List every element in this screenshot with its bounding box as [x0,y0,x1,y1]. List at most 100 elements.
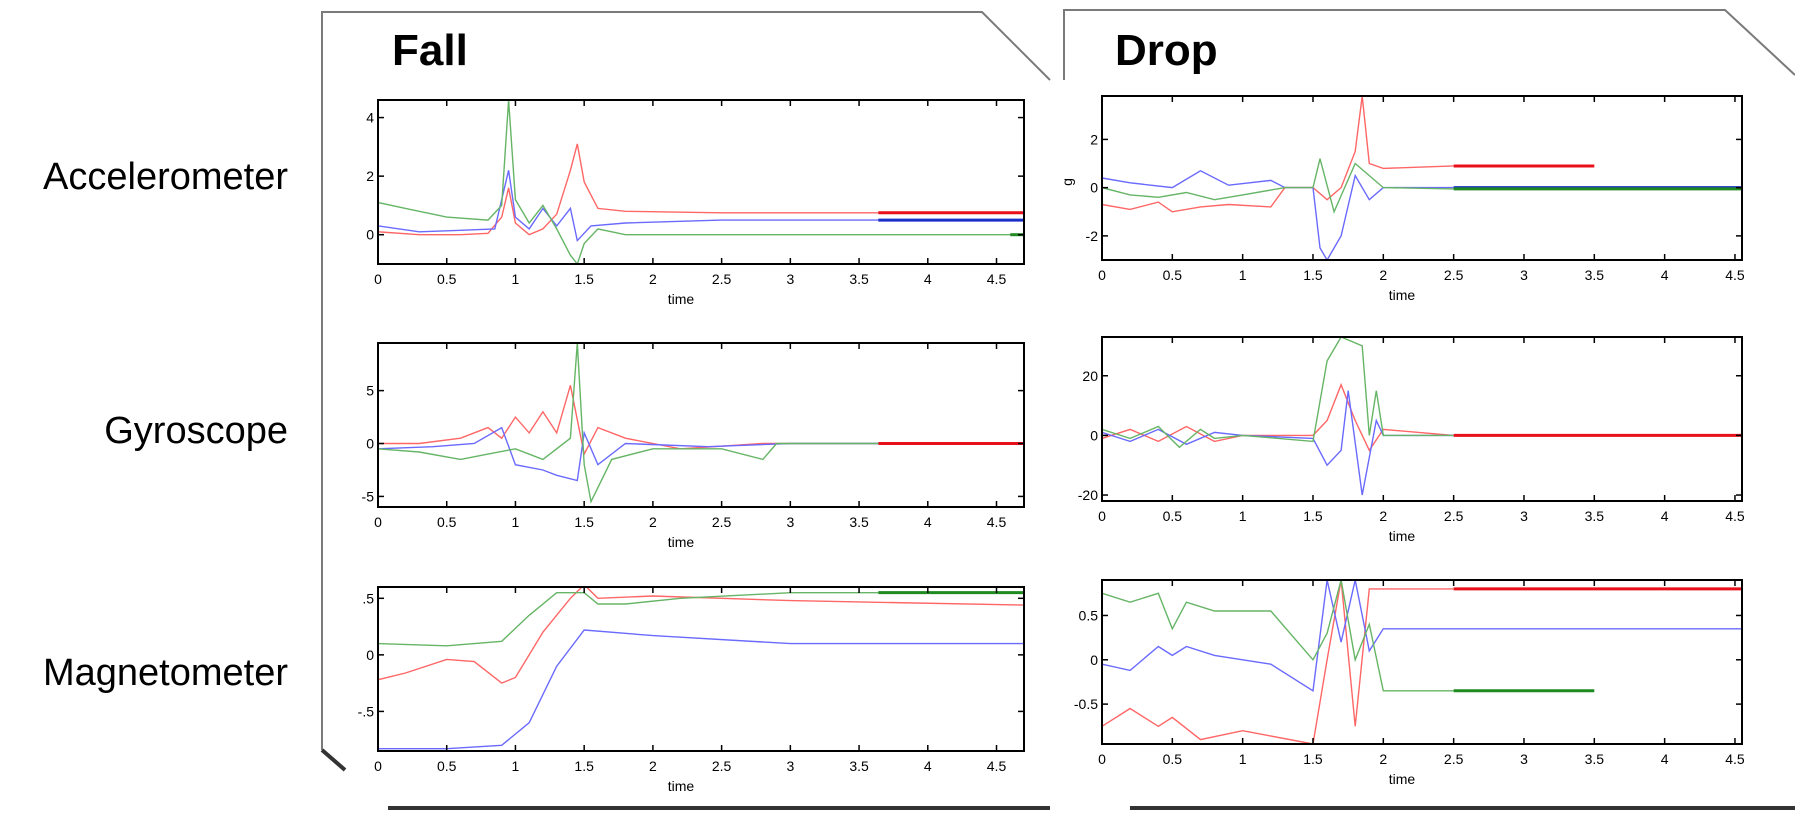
fall-panel-title: Fall [392,26,468,75]
drop-gyroscope-z-axis-line [1102,337,1454,449]
drop-magnetometer-x-tick-label: 0 [1098,751,1106,767]
fall-gyroscope-plot-area [378,343,1024,504]
drop-magnetometer-x-tick-label: 4.5 [1725,751,1745,767]
drop-accelerometer-x-tick-label: 1 [1239,267,1247,283]
fall-magnetometer-x-tick-label: 1.5 [574,758,594,774]
drop-magnetometer-axes-box [1101,579,1743,745]
drop-magnetometer-x-tick-label: 2.5 [1444,751,1464,767]
drop-accelerometer-x-tick-label: 2 [1379,267,1387,283]
drop-magnetometer-x-tick-label: 1.5 [1303,751,1323,767]
fall-gyroscope-y-axis-line [378,426,879,482]
fall-magnetometer-y-axis-line [378,629,1024,750]
drop-accelerometer-x-axis-line [1102,96,1454,213]
fall-magnetometer-y-tick-label: 0 [366,647,374,663]
fall-accelerometer-chart: 0 0.5 1 1.5 2 2.5 3 3.5 4 4.5 0 2 4 time [366,99,1025,307]
fall-gyroscope-x-axis-label: time [668,534,695,550]
drop-magnetometer-x-tick-label: 0.5 [1163,751,1183,767]
fall-gyroscope-chart: 0 0.5 1 1.5 2 2.5 3 3.5 4 4.5 -5 0 5 time [362,342,1025,550]
drop-accelerometer-x-tick-label: 0.5 [1163,267,1183,283]
fall-panel-shadow [320,748,1050,810]
fall-magnetometer-x-tick-label: 4.5 [987,758,1007,774]
drop-gyroscope-x-tick-label: 0 [1098,508,1106,524]
fall-gyroscope-x-tick-label: 4.5 [987,514,1007,530]
drop-gyroscope-x-tick-label: 3 [1520,508,1528,524]
drop-magnetometer-y-tick-label: 0.5 [1079,607,1099,623]
drop-panel-title: Drop [1115,26,1218,75]
fall-magnetometer-x-tick-label: 0 [374,758,382,774]
fall-magnetometer-x-tick-label: 4 [924,758,932,774]
drop-gyroscope-axes-box [1101,336,1743,502]
drop-accelerometer-x-tick-label: 3 [1520,267,1528,283]
drop-magnetometer-x-axis-line [1102,580,1454,744]
drop-magnetometer-z-axis-line [1102,580,1454,692]
drop-magnetometer-y-tick-label: -0.5 [1074,696,1098,712]
fall-gyroscope-x-tick-label: 0.5 [437,514,457,530]
fall-gyroscope-x-tick-label: 2 [649,514,657,530]
drop-magnetometer-y-axis-line [1102,580,1742,692]
fall-accelerometer-x-tick-label: 0.5 [437,271,457,287]
drop-accelerometer-x-tick-label: 4 [1661,267,1669,283]
drop-magnetometer-x-tick-label: 3.5 [1585,751,1605,767]
drop-accelerometer-x-axis-label: time [1389,287,1416,303]
fall-accelerometer-x-tick-label: 4.5 [987,271,1007,287]
fall-accelerometer-axes-box [377,99,1025,265]
drop-magnetometer-x-tick-label: 3 [1520,751,1528,767]
fall-accelerometer-y-tick-label: 0 [366,227,374,243]
drop-gyroscope-x-axis-line [1102,382,1454,452]
fall-accelerometer-x-tick-label: 2.5 [712,271,732,287]
fall-gyroscope-x-tick-label: 0 [374,514,382,530]
fall-magnetometer-x-axis-label: time [668,778,695,794]
fall-magnetometer-x-tick-label: 1 [512,758,520,774]
fall-accelerometer-x-tick-label: 1 [512,271,520,287]
fall-magnetometer-x-axis-line [378,587,1024,684]
fall-magnetometer-x-tick-label: 3.5 [849,758,869,774]
fall-gyroscope-z-axis-line [378,343,879,504]
drop-accelerometer-x-tick-label: 0 [1098,267,1106,283]
drop-gyroscope-y-tick-label: 20 [1082,368,1098,384]
fall-accelerometer-x-tick-label: 4 [924,271,932,287]
drop-gyroscope-x-tick-label: 2 [1379,508,1387,524]
drop-magnetometer-x-tick-label: 1 [1239,751,1247,767]
drop-accelerometer-x-tick-label: 4.5 [1725,267,1745,283]
fall-magnetometer-x-tick-label: 2.5 [712,758,732,774]
fall-accelerometer-x-tick-label: 1.5 [574,271,594,287]
fall-accelerometer-y-axis-line [378,170,879,243]
drop-accelerometer-x-tick-label: 2.5 [1444,267,1464,283]
fall-gyroscope-y-tick-label: -5 [362,488,375,504]
magnetometer-row-label: Magnetometer [42,652,288,694]
drop-gyroscope-y-tick-label: 0 [1090,427,1098,443]
drop-gyroscope-y-axis-line [1102,390,1454,496]
drop-gyroscope-plot-area [1102,337,1742,496]
fall-gyroscope-x-tick-label: 1 [512,514,520,530]
fall-accelerometer-y-tick-label: 2 [366,168,374,184]
fall-gyroscope-x-tick-label: 3.5 [849,514,869,530]
drop-gyroscope-x-tick-label: 4 [1661,508,1669,524]
drop-gyroscope-x-axis-label: time [1389,528,1416,544]
fall-accelerometer-plot-area [378,100,1024,264]
fall-accelerometer-y-tick-label: 4 [366,110,374,126]
fall-accelerometer-x-tick-label: 3 [786,271,794,287]
accelerometer-row-label: Accelerometer [43,156,288,198]
drop-accelerometer-x-tick-label: 1.5 [1303,267,1323,283]
drop-magnetometer-x-tick-label: 2 [1379,751,1387,767]
drop-gyroscope-x-tick-label: 0.5 [1163,508,1183,524]
drop-magnetometer-y-tick-label: 0 [1090,652,1098,668]
fall-gyroscope-axes-box [377,342,1025,508]
fall-magnetometer-x-tick-label: 0.5 [437,758,457,774]
fall-magnetometer-plot-area [378,587,1024,750]
fall-accelerometer-x-axis-line [378,143,879,236]
fall-gyroscope-x-axis-line [378,385,879,457]
fall-magnetometer-y-tick-label: .5 [362,590,374,606]
fall-gyroscope-y-tick-label: 5 [366,383,374,399]
drop-accelerometer-y-axis-label: g [1059,178,1075,186]
fall-gyroscope-x-tick-label: 1.5 [574,514,594,530]
drop-accelerometer-y-axis-line [1102,170,1454,260]
drop-accelerometer-y-tick-label: -2 [1086,228,1099,244]
drop-accelerometer-y-tick-label: 0 [1090,180,1098,196]
fall-gyroscope-x-tick-label: 3 [786,514,794,530]
drop-gyroscope-y-tick-label: -20 [1078,487,1098,503]
drop-gyroscope-x-tick-label: 1 [1239,508,1247,524]
